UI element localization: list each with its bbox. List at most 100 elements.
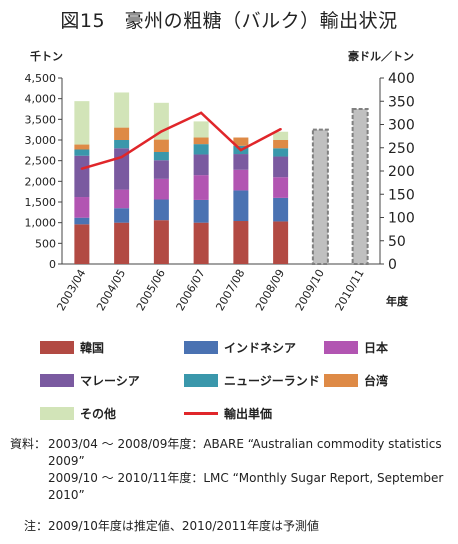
chart-title: 図15 豪州の粗糖（バルク）輸出状況	[60, 10, 398, 32]
legend-swatch	[40, 341, 74, 354]
legend-label: 台湾	[364, 374, 389, 388]
price-point	[120, 155, 123, 159]
note-text: 2009/10 〜 2010/11年度：LMC “Monthly Sugar R…	[48, 471, 444, 502]
bar-segment	[114, 222, 130, 264]
bar-segment	[273, 221, 289, 264]
bar-segment	[74, 217, 90, 225]
bar-chart: 05001,0001,5002,0002,5003,0003,5004,0004…	[25, 71, 415, 313]
bar-segment	[273, 131, 289, 140]
y-left-tick-label: 500	[35, 237, 56, 250]
bar-segment	[233, 154, 249, 170]
bar-segment	[114, 92, 130, 128]
y-left-tick-label: 3,500	[25, 113, 57, 126]
legend-swatch	[40, 374, 74, 387]
legend-label: ニュージーランド	[224, 374, 320, 388]
bar-segment	[74, 144, 90, 150]
price-point	[279, 127, 282, 131]
forecast-bar	[311, 128, 329, 265]
bar-segment	[193, 144, 209, 155]
bar-segment	[273, 140, 289, 149]
bar-segment	[74, 149, 90, 156]
note-label: 注：	[24, 519, 49, 533]
bar-segment	[193, 199, 209, 223]
bar-segment	[193, 222, 209, 264]
bar-segment	[153, 199, 169, 221]
y-right-unit-label: 豪ドル／トン	[348, 50, 414, 63]
legend-label: その他	[80, 407, 117, 421]
y-left-tick-label: 4,500	[25, 72, 57, 85]
legend-swatch	[40, 407, 74, 420]
bar-segment	[273, 177, 289, 198]
x-tick-label: 2009/10	[293, 267, 327, 313]
bar-segment	[193, 175, 209, 200]
y-right-tick-label: 100	[388, 211, 415, 227]
bar-segment	[233, 137, 249, 146]
y-left-tick-label: 0	[49, 258, 56, 271]
legend-swatch	[184, 341, 218, 354]
bar-segment	[193, 137, 209, 145]
bar-segment	[114, 208, 130, 223]
legend-label: マレーシア	[80, 374, 140, 388]
y-left-tick-label: 1,000	[25, 217, 57, 230]
price-point	[80, 167, 84, 170]
price-point	[239, 148, 243, 152]
legend-swatch	[324, 341, 358, 354]
legend-label: 日本	[364, 341, 389, 355]
y-right-tick-label: 250	[388, 141, 415, 157]
legend-swatch	[184, 374, 218, 387]
bar-segment	[273, 148, 289, 157]
bar-segment	[233, 169, 249, 191]
bar-segment	[273, 197, 289, 222]
x-tick-label: 2008/09	[253, 267, 287, 313]
y-left-unit-label: 千トン	[30, 50, 63, 63]
bar-segment	[233, 190, 249, 222]
bar-segment	[74, 155, 90, 198]
bar-segment	[193, 121, 209, 138]
price-point	[199, 111, 203, 115]
y-right-tick-label: 350	[388, 94, 415, 110]
bar-segment	[114, 140, 130, 149]
y-right-tick-label: 300	[388, 118, 415, 134]
x-unit-label: 年度	[386, 295, 408, 308]
bar-segment	[153, 151, 169, 161]
x-tick-label: 2007/08	[213, 267, 247, 313]
bar-segment	[153, 160, 169, 179]
bar-segment	[233, 221, 249, 264]
bar-segment	[114, 189, 130, 209]
legend-label: インドネシア	[224, 341, 297, 355]
x-tick-label: 2005/06	[134, 267, 168, 313]
note-text: 2009/10年度は推定値、2010/2011年度は予測値	[48, 519, 319, 533]
x-tick-label: 2006/07	[174, 267, 208, 313]
legend-line-swatch	[184, 412, 218, 415]
bar-segment	[193, 154, 209, 176]
bar-segment	[74, 224, 90, 264]
price-line	[81, 111, 282, 170]
bar-segment	[74, 101, 90, 145]
y-left-tick-label: 1,500	[25, 196, 57, 209]
bar-segment	[273, 156, 289, 178]
bar-segment	[74, 197, 90, 218]
y-right-tick-label: 400	[388, 71, 415, 87]
price-point	[160, 130, 163, 133]
y-right-tick-label: 200	[388, 164, 415, 180]
y-left-tick-label: 2,000	[25, 175, 57, 188]
x-tick-label: 2010/11	[333, 267, 367, 313]
bar-segment	[114, 127, 130, 140]
legend-label: 輸出単価	[224, 407, 273, 421]
y-left-tick-label: 2,500	[25, 155, 57, 168]
y-left-tick-label: 4,000	[25, 93, 57, 106]
y-left-tick-label: 3,000	[25, 134, 57, 147]
note-text: 2003/04 〜 2008/09年度：ABARE “Australian co…	[48, 437, 442, 468]
y-right-tick-label: 0	[388, 257, 397, 273]
x-tick-label: 2003/04	[54, 267, 88, 313]
forecast-bar	[351, 108, 369, 265]
y-right-tick-label: 50	[388, 234, 406, 250]
note-label: 資料：	[10, 437, 47, 451]
bar-segment	[153, 220, 169, 264]
y-right-tick-label: 150	[388, 187, 415, 203]
legend-label: 韓国	[80, 341, 105, 355]
legend-swatch	[324, 374, 358, 387]
x-tick-label: 2004/05	[94, 267, 128, 313]
bar-segment	[153, 139, 169, 152]
bar-segment	[153, 178, 169, 200]
